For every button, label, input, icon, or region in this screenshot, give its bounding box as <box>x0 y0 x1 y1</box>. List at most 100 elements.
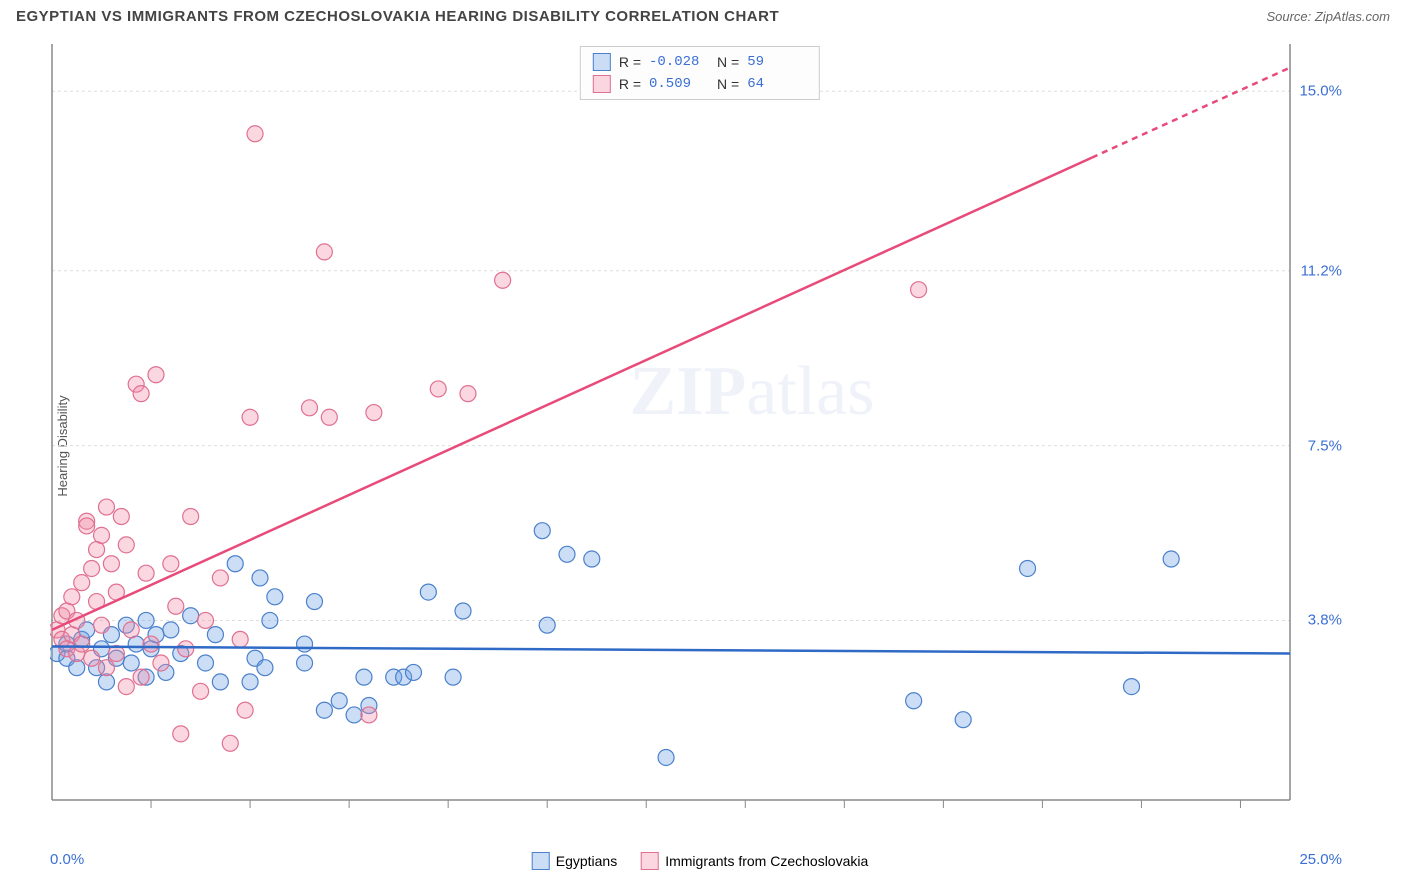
data-point <box>361 707 377 723</box>
data-point <box>242 409 258 425</box>
data-point <box>84 650 100 666</box>
stat-r-label: R = <box>619 76 641 92</box>
stats-legend-row: R = -0.028 N = 59 <box>593 51 807 73</box>
chart-area: ZIPatlas R =-0.028N =59R =0.509N =64 3.8… <box>50 40 1350 840</box>
data-point <box>98 499 114 515</box>
stat-r-label: R = <box>619 54 641 70</box>
data-point <box>321 409 337 425</box>
data-point <box>178 641 194 657</box>
data-point <box>534 523 550 539</box>
legend-swatch <box>641 852 659 870</box>
data-point <box>1124 679 1140 695</box>
series-legend: Egyptians Immigrants from Czechoslovakia <box>532 852 869 870</box>
data-point <box>242 674 258 690</box>
data-point <box>94 527 110 543</box>
data-point <box>138 565 154 581</box>
data-point <box>495 272 511 288</box>
data-point <box>113 509 129 525</box>
data-point <box>366 405 382 421</box>
series-legend-item: Immigrants from Czechoslovakia <box>641 852 868 870</box>
data-point <box>584 551 600 567</box>
scatter-plot <box>50 40 1350 840</box>
data-point <box>559 546 575 562</box>
data-point <box>143 636 159 652</box>
trend-line <box>52 646 1290 653</box>
data-point <box>232 631 248 647</box>
data-point <box>207 627 223 643</box>
data-point <box>237 702 253 718</box>
data-point <box>118 679 134 695</box>
y-tick-label: 11.2% <box>1301 262 1342 279</box>
data-point <box>123 655 139 671</box>
x-max-label: 25.0% <box>1299 851 1342 868</box>
data-point <box>346 707 362 723</box>
stat-n-label: N = <box>717 76 739 92</box>
data-point <box>460 386 476 402</box>
y-tick-label: 15.0% <box>1299 83 1342 100</box>
data-point <box>306 594 322 610</box>
stat-n-value: 59 <box>747 54 807 70</box>
data-point <box>193 683 209 699</box>
data-point <box>123 622 139 638</box>
data-point <box>911 282 927 298</box>
data-point <box>1163 551 1179 567</box>
data-point <box>138 612 154 628</box>
data-point <box>405 664 421 680</box>
data-point <box>173 726 189 742</box>
y-tick-label: 7.5% <box>1308 437 1342 454</box>
data-point <box>163 622 179 638</box>
stat-n-label: N = <box>717 54 739 70</box>
data-point <box>153 655 169 671</box>
data-point <box>94 617 110 633</box>
series-legend-item: Egyptians <box>532 852 617 870</box>
data-point <box>247 126 263 142</box>
data-point <box>1020 560 1036 576</box>
data-point <box>356 669 372 685</box>
series-name: Egyptians <box>556 853 617 869</box>
data-point <box>302 400 318 416</box>
data-point <box>98 660 114 676</box>
data-point <box>183 509 199 525</box>
source-label: Source: ZipAtlas.com <box>1266 9 1390 24</box>
data-point <box>262 612 278 628</box>
data-point <box>297 655 313 671</box>
data-point <box>74 636 90 652</box>
legend-swatch <box>532 852 550 870</box>
data-point <box>331 693 347 709</box>
data-point <box>316 244 332 260</box>
stat-r-value: 0.509 <box>649 76 709 92</box>
x-min-label: 0.0% <box>50 851 84 868</box>
data-point <box>183 608 199 624</box>
data-point <box>163 556 179 572</box>
data-point <box>222 735 238 751</box>
legend-swatch <box>593 53 611 71</box>
data-point <box>420 584 436 600</box>
data-point <box>297 636 313 652</box>
data-point <box>212 570 228 586</box>
stats-legend-row: R = 0.509 N = 64 <box>593 73 807 95</box>
data-point <box>168 598 184 614</box>
data-point <box>455 603 471 619</box>
data-point <box>658 749 674 765</box>
legend-swatch <box>593 75 611 93</box>
y-tick-label: 3.8% <box>1308 612 1342 629</box>
data-point <box>445 669 461 685</box>
trend-line-extrapolated <box>1092 68 1290 158</box>
data-point <box>118 537 134 553</box>
chart-title: EGYPTIAN VS IMMIGRANTS FROM CZECHOSLOVAK… <box>16 8 779 25</box>
data-point <box>267 589 283 605</box>
data-point <box>906 693 922 709</box>
data-point <box>539 617 555 633</box>
data-point <box>198 655 214 671</box>
stat-n-value: 64 <box>747 76 807 92</box>
data-point <box>64 589 80 605</box>
data-point <box>74 575 90 591</box>
data-point <box>316 702 332 718</box>
stats-legend: R = -0.028 N = 59 R = 0.509 N = 64 <box>580 46 820 100</box>
stat-r-value: -0.028 <box>649 54 709 70</box>
data-point <box>252 570 268 586</box>
data-point <box>84 560 100 576</box>
data-point <box>257 660 273 676</box>
data-point <box>212 674 228 690</box>
data-point <box>133 386 149 402</box>
